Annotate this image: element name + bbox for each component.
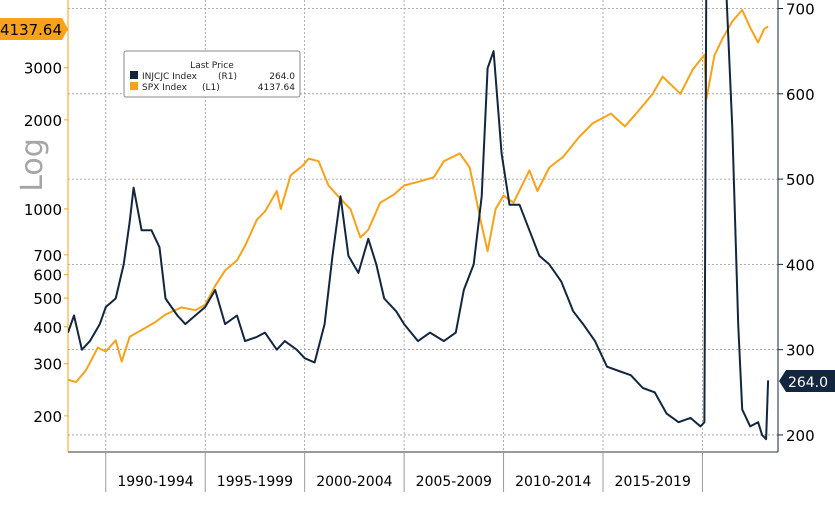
legend-swatch-spx	[130, 82, 138, 90]
left-tick-label: 200	[33, 408, 62, 426]
right-tick-label: 200	[786, 427, 815, 445]
right-tick-label: 600	[786, 86, 815, 104]
left-axis: 200 300 400 500 600 700 1000 2000 3000	[24, 0, 69, 452]
legend-box	[123, 50, 301, 98]
legend-swatch-injcjc	[130, 71, 138, 79]
left-tick-label: 300	[33, 356, 62, 374]
legend: Last Price INJCJC Index (R1) 264.0 SPX I…	[123, 50, 301, 98]
left-axis-label: Log	[15, 138, 50, 192]
right-tick-label: 400	[786, 256, 815, 274]
legend-entry-spx-last: 4137.64	[258, 83, 295, 93]
legend-entry-injcjc-name: INJCJC Index	[142, 72, 198, 82]
legend-entry-spx-axis: (L1)	[202, 83, 220, 93]
left-last-value: 4137.64	[0, 21, 62, 39]
left-tick-label: 3000	[24, 60, 62, 78]
x-axis: 1990-1994 1995-1999 2000-2004 2005-2009 2010…	[68, 451, 778, 492]
right-tick-label: 700	[786, 1, 815, 19]
series-group	[68, 0, 770, 441]
right-last-value-tag: 264.0	[779, 370, 835, 392]
legend-entry-spx-name: SPX Index	[142, 83, 188, 93]
right-tick-label: 500	[786, 171, 815, 189]
left-tick-label: 2000	[24, 112, 62, 130]
legend-entry-injcjc-axis: (R1)	[218, 72, 237, 82]
right-tick-label: 300	[786, 342, 815, 360]
legend-title: Last Price	[190, 61, 234, 71]
x-tick-label: 1995-1999	[217, 474, 293, 490]
x-tick-label: 1990-1994	[117, 474, 193, 490]
grid	[68, 0, 778, 452]
legend-entry-injcjc-last: 264.0	[269, 72, 295, 82]
right-last-value: 264.0	[788, 375, 828, 391]
x-tick-label: 2010-2014	[515, 474, 591, 490]
left-tick-label: 500	[33, 290, 62, 308]
left-tick-label: 700	[33, 247, 62, 265]
right-axis: 200 300 400 500 600 700	[777, 0, 815, 452]
x-tick-label: 2015-2019	[615, 474, 691, 490]
x-tick-label: 2005-2009	[416, 474, 492, 490]
left-tick-label: 1000	[24, 201, 62, 219]
left-last-value-tag: 4137.64	[0, 18, 68, 40]
left-tick-label: 400	[33, 319, 62, 337]
left-tick-label: 600	[33, 267, 62, 285]
x-tick-label: 2000-2004	[316, 474, 392, 490]
